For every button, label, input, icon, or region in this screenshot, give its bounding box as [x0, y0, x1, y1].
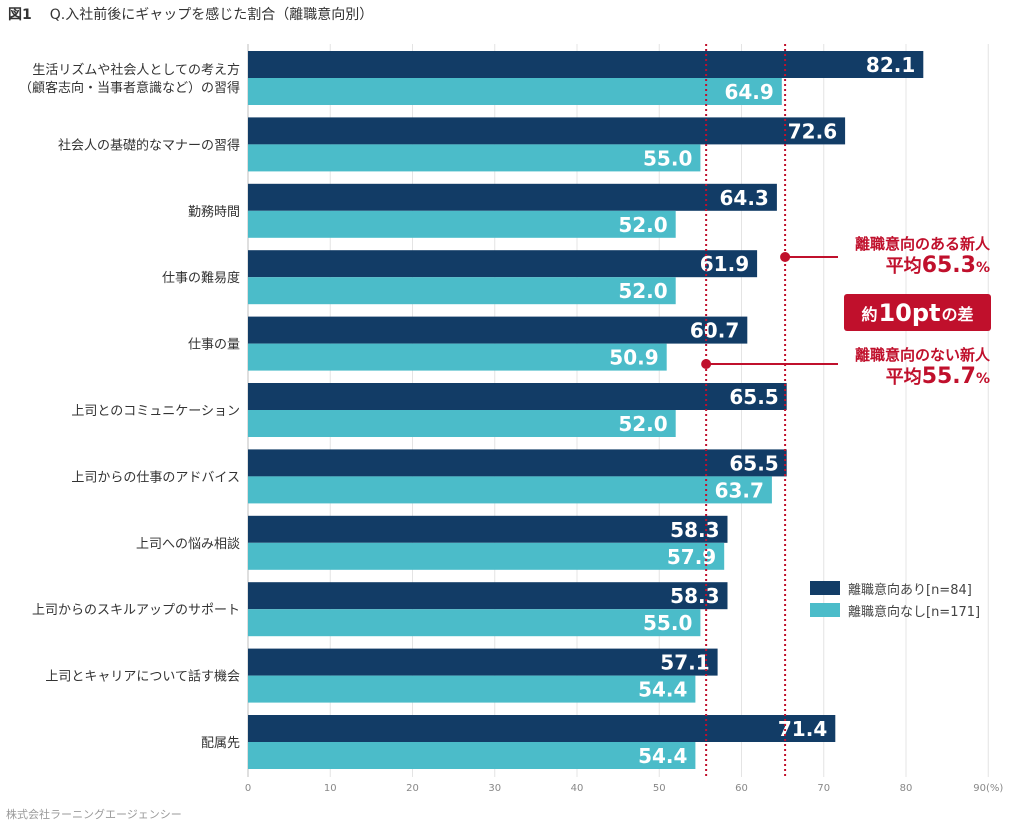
difference-badge: 約 10pt の差 — [844, 294, 991, 331]
bar — [248, 277, 676, 305]
avg-with-intent-percent: % — [975, 260, 990, 277]
category-label: 上司からのスキルアップのサポート — [32, 603, 240, 618]
bar — [248, 742, 696, 769]
bar — [248, 210, 676, 238]
bar-value-label: 50.9 — [609, 346, 658, 370]
avg-with-intent-label: 離職意向のある新人 — [854, 235, 990, 253]
x-tick-label: 20 — [406, 783, 419, 794]
difference-prefix: 約 — [861, 304, 878, 324]
bar-value-label: 52.0 — [618, 412, 667, 436]
x-tick-label: 10 — [324, 783, 337, 794]
difference-suffix: の差 — [941, 304, 974, 324]
bar-value-label: 55.0 — [643, 146, 692, 170]
source-credit: 株式会社ラーニングエージェンシー — [6, 808, 182, 821]
bar-value-label: 72.6 — [788, 119, 837, 143]
bar-value-label: 63.7 — [715, 478, 764, 502]
avg-high-marker — [780, 252, 791, 262]
category-label: 仕事の量 — [188, 338, 240, 353]
bar — [248, 144, 701, 172]
bar-value-label: 52.0 — [618, 213, 667, 237]
bar — [248, 582, 728, 610]
avg-with-intent-annotation: 離職意向のある新人 平均65.3% — [854, 235, 990, 279]
bar-value-label: 60.7 — [690, 319, 739, 343]
bar-value-label: 58.3 — [670, 518, 719, 542]
bar-value-label: 65.5 — [729, 385, 778, 409]
bar-value-label: 52.0 — [618, 279, 667, 303]
bar — [248, 542, 725, 570]
bar — [248, 715, 836, 742]
category-label: （顧客志向・当事者意識など）の習得 — [19, 80, 240, 96]
legend: 離職意向あり[n=84] 離職意向なし[n=171] — [810, 577, 980, 621]
bar-value-label: 54.4 — [638, 744, 687, 768]
chart-title: 図1 Q.入社前後にギャップを感じた割合（離職意向別） — [8, 4, 373, 24]
avg-without-intent-prefix: 平均 — [885, 367, 922, 389]
bar — [248, 609, 701, 637]
category-label: 勤務時間 — [188, 205, 240, 220]
avg-with-intent-prefix: 平均 — [885, 256, 922, 278]
category-label: 仕事の難易度 — [162, 270, 240, 286]
bar — [248, 383, 787, 410]
legend-swatch-with-intent — [810, 581, 840, 595]
bar — [248, 515, 728, 543]
legend-item-without-intent: 離職意向なし[n=171] — [810, 599, 980, 621]
category-label: 上司への悩み相談 — [136, 536, 240, 552]
bar-value-label: 71.4 — [778, 717, 827, 741]
chart-title-text: Q.入社前後にギャップを感じた割合（離職意向別） — [49, 7, 374, 23]
category-label: 上司からの仕事のアドバイス — [71, 470, 240, 485]
bar-value-label: 65.5 — [729, 451, 778, 475]
avg-without-intent-label: 離職意向のない新人 — [854, 346, 990, 364]
category-label: 社会人の基礎的なマナーの習得 — [58, 137, 240, 153]
bar — [248, 675, 696, 703]
bar — [248, 648, 718, 676]
bar-value-label: 82.1 — [866, 53, 915, 77]
legend-label-without-intent: 離職意向なし[n=171] — [848, 604, 981, 620]
category-label: 上司とキャリアについて話す機会 — [45, 669, 240, 685]
bar — [248, 117, 846, 145]
bar-value-label: 57.1 — [660, 651, 709, 675]
bar-value-label: 57.9 — [667, 545, 716, 569]
category-label: 生活リズムや社会人としての考え方 — [32, 62, 240, 78]
x-tick-label: 90(%) — [973, 783, 1003, 794]
avg-with-intent-value: 65.3 — [921, 253, 976, 279]
avg-low-marker — [701, 359, 712, 369]
bar — [248, 183, 777, 211]
bar-value-label: 64.3 — [720, 186, 769, 210]
x-tick-label: 50 — [653, 783, 666, 794]
x-tick-label: 80 — [900, 783, 913, 794]
bar-value-label: 55.0 — [643, 611, 692, 635]
x-tick-label: 40 — [571, 783, 584, 794]
category-label: 配属先 — [201, 736, 240, 751]
bar — [248, 476, 772, 504]
category-label: 上司とのコミュニケーション — [71, 404, 240, 419]
x-tick-label: 30 — [488, 783, 501, 794]
x-tick-label: 60 — [735, 783, 748, 794]
avg-with-intent-value-line: 平均65.3% — [855, 253, 990, 278]
legend-label-with-intent: 離職意向あり[n=84] — [848, 582, 972, 598]
x-tick-label: 0 — [245, 783, 251, 794]
bar — [248, 316, 748, 344]
bar — [248, 78, 782, 105]
bar-value-label: 64.9 — [724, 80, 773, 104]
bar — [248, 343, 667, 371]
bar — [248, 449, 787, 477]
figure-number: 図1 — [8, 7, 32, 23]
bar-value-label: 54.4 — [638, 678, 687, 702]
avg-without-intent-value: 55.7 — [921, 364, 976, 390]
avg-without-intent-percent: % — [975, 371, 990, 388]
bar-value-label: 61.9 — [700, 252, 749, 276]
x-tick-label: 70 — [817, 783, 830, 794]
difference-value: 10pt — [878, 298, 941, 327]
legend-item-with-intent: 離職意向あり[n=84] — [810, 577, 980, 599]
avg-without-intent-annotation: 離職意向のない新人 平均55.7% — [854, 346, 990, 390]
avg-without-intent-value-line: 平均55.7% — [855, 364, 990, 389]
bar — [248, 51, 924, 78]
bar — [248, 410, 676, 437]
bar — [248, 250, 758, 278]
bar-value-label: 58.3 — [670, 584, 719, 608]
legend-swatch-without-intent — [810, 603, 840, 617]
